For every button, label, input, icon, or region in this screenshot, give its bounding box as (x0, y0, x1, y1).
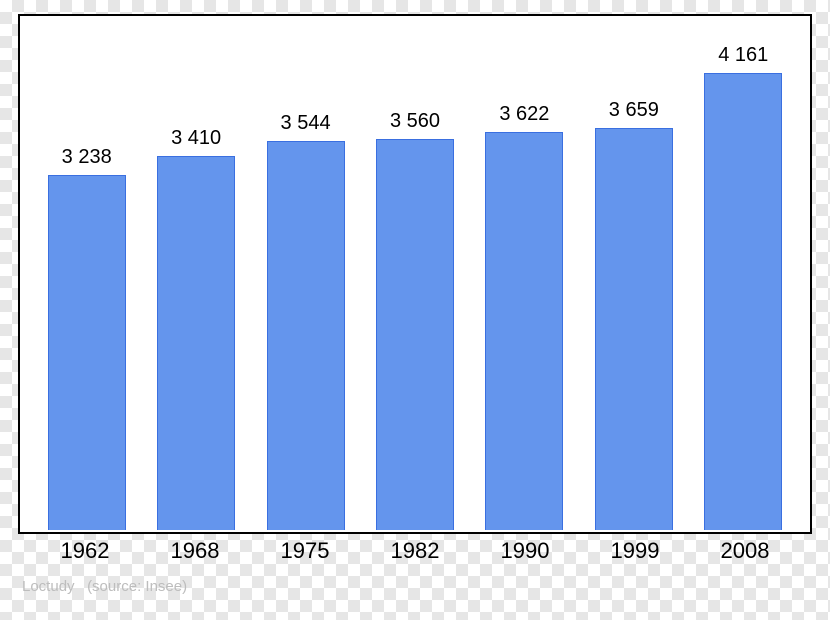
x-tick-label: 1990 (470, 538, 580, 564)
bar-slot: 3 560 (360, 18, 469, 530)
x-tick-label: 1968 (140, 538, 250, 564)
bar-value-label: 3 622 (499, 103, 549, 126)
bar-rect (485, 132, 563, 530)
x-tick-label: 2008 (690, 538, 800, 564)
bar-slot: 4 161 (689, 18, 798, 530)
bar-slot: 3 659 (579, 18, 688, 530)
bars-container: 3 238 3 410 3 544 3 560 3 622 3 659 (22, 18, 808, 530)
caption: Loctudy (source: Insee) (22, 578, 187, 595)
bar-rect (48, 175, 126, 530)
x-tick-label: 1999 (580, 538, 690, 564)
x-axis: 1962 1968 1975 1982 1990 1999 2008 (20, 538, 810, 564)
bar-slot: 3 544 (251, 18, 360, 530)
bar-rect (704, 73, 782, 530)
chart-stage: 3 238 3 410 3 544 3 560 3 622 3 659 (18, 14, 812, 574)
caption-source: (source: Insee) (87, 578, 187, 595)
bar-rect (595, 128, 673, 530)
bar-value-label: 3 659 (609, 99, 659, 122)
bar-value-label: 4 161 (718, 44, 768, 67)
bar-value-label: 3 560 (390, 110, 440, 133)
x-tick-label: 1982 (360, 538, 470, 564)
bar-rect (267, 141, 345, 530)
x-tick-label: 1962 (30, 538, 140, 564)
bar-value-label: 3 238 (62, 146, 112, 169)
bar-slot: 3 238 (32, 18, 141, 530)
bar-slot: 3 622 (470, 18, 579, 530)
plot-frame: 3 238 3 410 3 544 3 560 3 622 3 659 (18, 14, 812, 534)
x-tick-label: 1975 (250, 538, 360, 564)
bar-slot: 3 410 (141, 18, 250, 530)
bar-value-label: 3 410 (171, 127, 221, 150)
caption-place: Loctudy (22, 578, 75, 595)
bar-rect (376, 139, 454, 530)
bar-value-label: 3 544 (281, 112, 331, 135)
bar-rect (157, 156, 235, 530)
